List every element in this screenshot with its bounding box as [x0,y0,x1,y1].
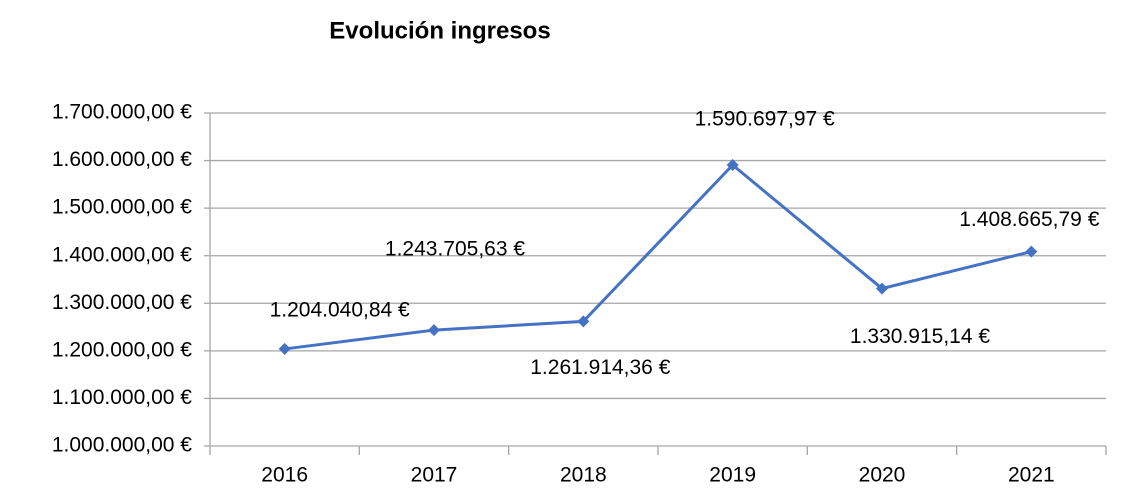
y-tick-label: 1.300.000,00 € [52,291,192,314]
marker [726,158,739,171]
y-tick-label: 1.700.000,00 € [52,101,192,124]
marker [577,315,590,328]
y-tick-label: 1.000.000,00 € [52,434,192,457]
x-tick-label: 2019 [709,464,756,487]
marker [1025,245,1038,258]
chart-title: Evolución ingresos [329,17,550,44]
x-tick-label: 2021 [1008,464,1055,487]
data-label: 1.243.705,63 € [385,238,525,261]
data-label: 1.204.040,84 € [270,298,410,321]
y-tick-label: 1.500.000,00 € [52,196,192,219]
data-label: 1.590.697,97 € [695,108,835,131]
data-label: 1.261.914,36 € [530,356,670,379]
x-tick-label: 2016 [261,464,308,487]
y-tick-label: 1.100.000,00 € [52,386,192,409]
marker [428,324,440,337]
x-tick-label: 2020 [859,464,906,487]
marker [876,282,888,295]
marker [278,342,291,355]
x-tick-label: 2017 [411,464,458,487]
y-tick-label: 1.200.000,00 € [52,338,192,361]
data-label: 1.330.915,14 € [850,325,990,348]
x-tick-label: 2018 [560,464,607,487]
y-tick-label: 1.600.000,00 € [52,148,192,171]
line [284,162,1032,351]
data-label: 1.408.665,79 € [959,208,1099,231]
y-tick-label: 1.400.000,00 € [52,243,192,266]
